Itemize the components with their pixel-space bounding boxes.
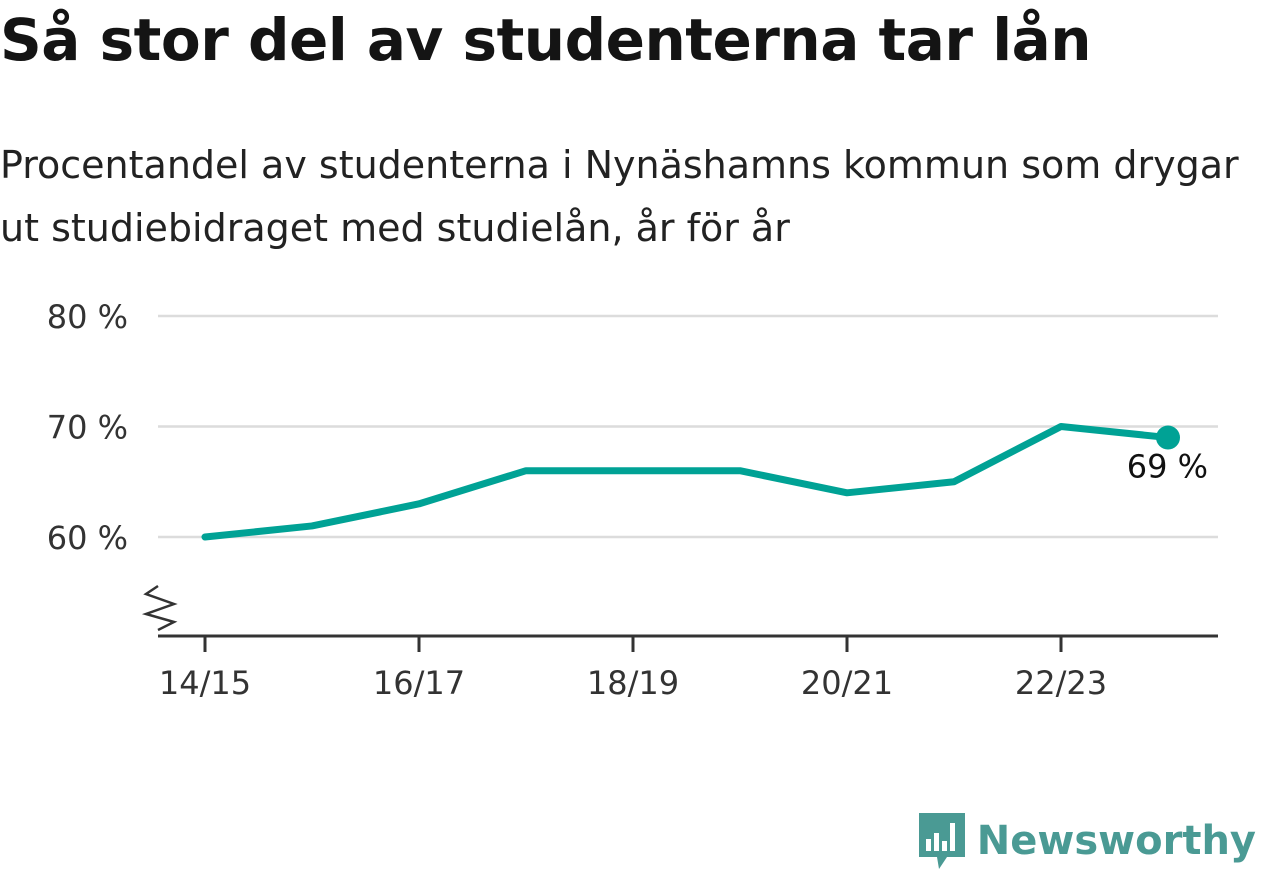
x-axis [141,584,1218,652]
series-layer [201,423,1180,541]
brand-logo: Newsworthy [917,811,1256,871]
data-point [1156,425,1180,450]
label-layer: 60 % 70 % 80 % 14/15 16/17 18/19 20/21 22/23 69 … [47,298,1208,702]
y-tick-label: 60 % [47,519,128,557]
newsworthy-logo-icon [917,811,967,871]
chart-subtitle: Procentandel av studenterna i Nynäshamns… [0,143,1239,250]
x-tick-label: 22/23 [1015,664,1107,702]
y-tick-label: 80 % [47,298,128,336]
x-tick-label: 20/21 [801,664,893,702]
y-tick-label: 70 % [47,409,128,447]
x-tick-label: 16/17 [373,664,465,702]
chart-title: Så stor del av studenterna tar lån [0,6,1092,74]
series-line [201,423,1172,541]
brand-name: Newsworthy [976,818,1256,864]
grid-lines [158,314,1218,539]
data-label: 69 % [1127,448,1208,486]
axis-break-mark [141,584,178,632]
x-tick-label: 18/19 [587,664,679,702]
x-tick-label: 14/15 [159,664,251,702]
